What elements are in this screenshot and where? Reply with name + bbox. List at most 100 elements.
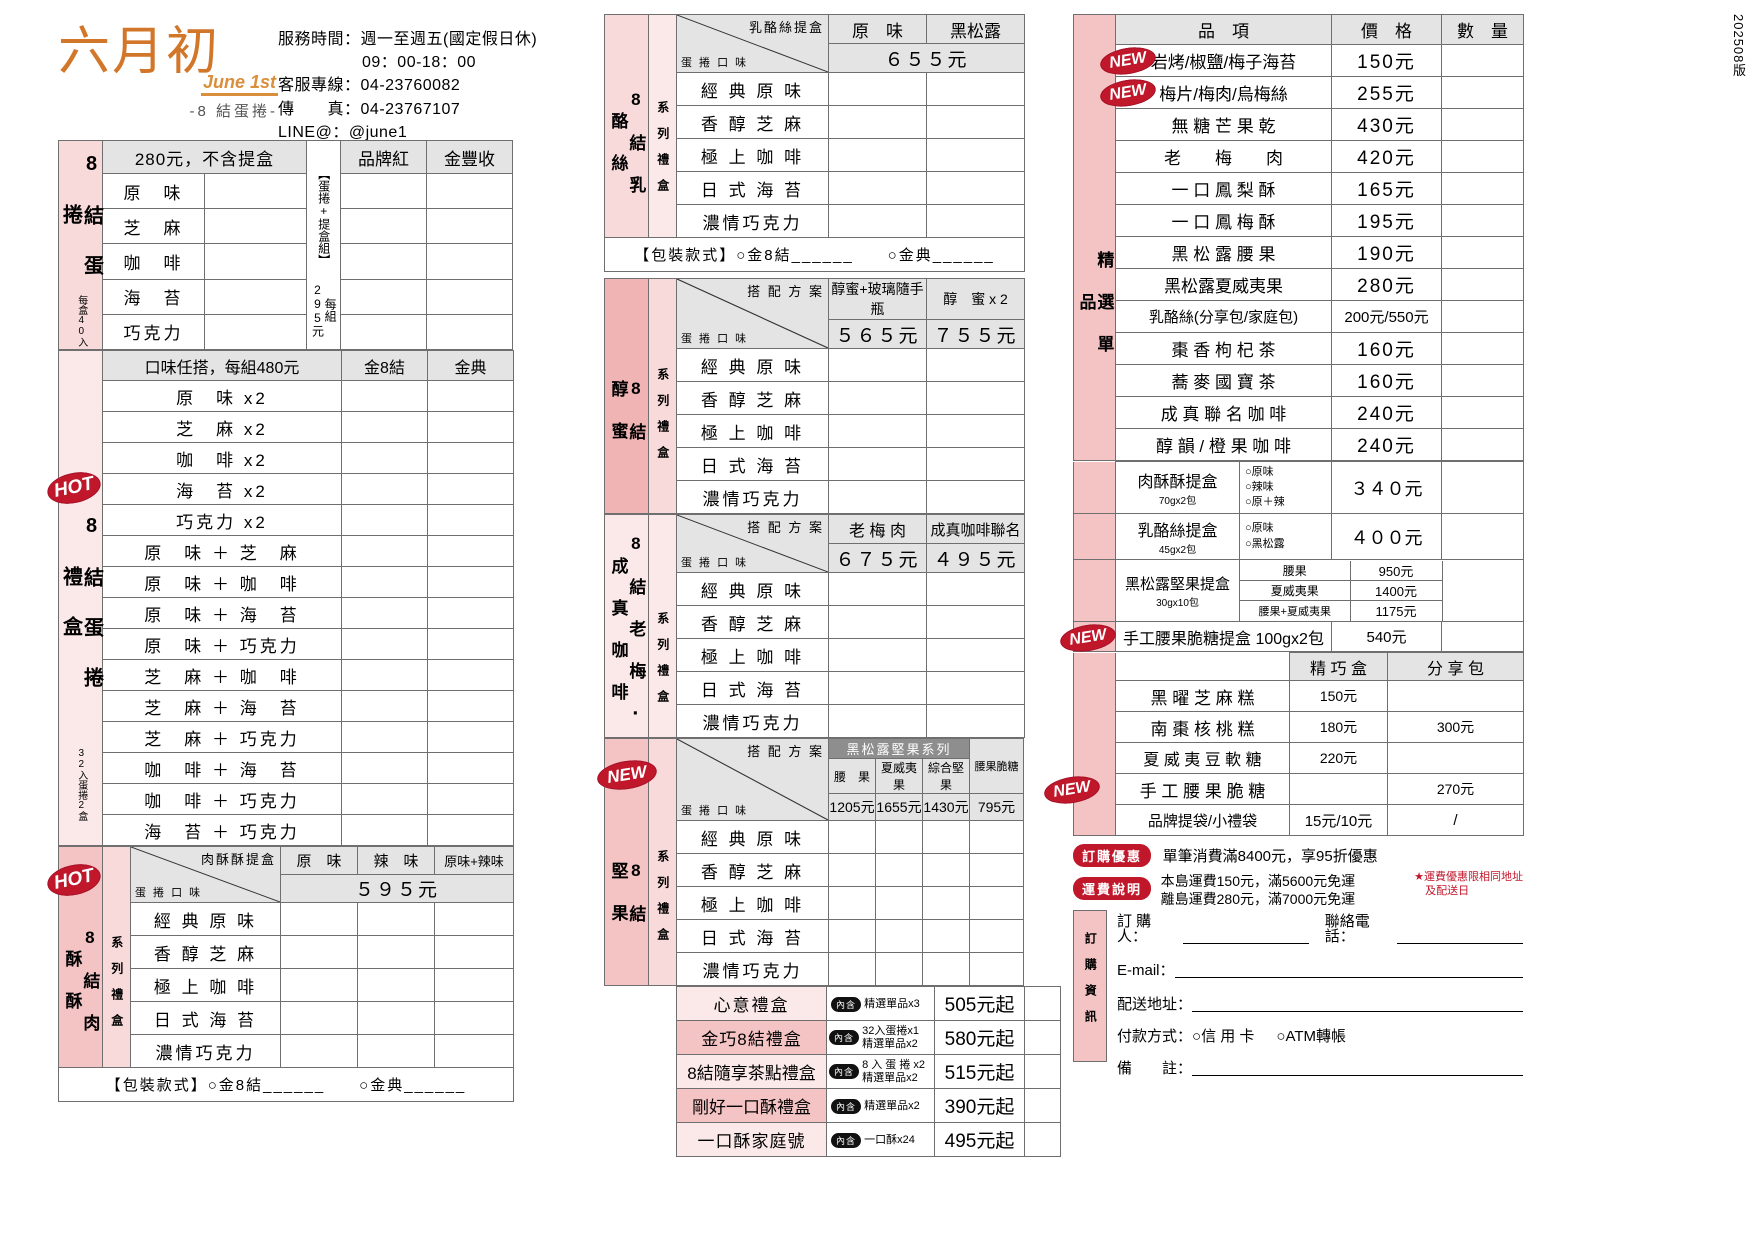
nuts-a-2[interactable] xyxy=(828,886,876,920)
plum-a-3[interactable] xyxy=(828,671,927,705)
giftbox-a-9[interactable] xyxy=(341,659,428,691)
pork-b-2[interactable] xyxy=(357,968,435,1002)
item-qty-4[interactable] xyxy=(1441,172,1524,205)
cheese-a-0[interactable] xyxy=(828,72,927,106)
pork-c-0[interactable] xyxy=(434,902,514,936)
option-1-opt-1[interactable]: ○黑松露 xyxy=(1245,537,1285,550)
honey-a-4[interactable] xyxy=(828,480,927,514)
item-qty-5[interactable] xyxy=(1441,204,1524,237)
item-qty-9[interactable] xyxy=(1441,332,1524,365)
pork-a-4[interactable] xyxy=(280,1034,358,1068)
order-email-input[interactable] xyxy=(1174,977,1523,978)
eggroll-gold-4[interactable] xyxy=(426,313,513,351)
honey-b-0[interactable] xyxy=(926,348,1025,382)
nuts-b-3[interactable] xyxy=(875,919,923,953)
eggroll-brand-red-4[interactable] xyxy=(340,313,427,351)
giftbox-a-5[interactable] xyxy=(341,535,428,567)
pork-a-3[interactable] xyxy=(280,1001,358,1035)
pork-b-4[interactable] xyxy=(357,1034,435,1068)
item-qty-7[interactable] xyxy=(1441,268,1524,301)
eggroll-qty-2[interactable] xyxy=(204,243,307,280)
item-qty-12[interactable] xyxy=(1441,428,1524,461)
giftbox-b-10[interactable] xyxy=(427,690,514,722)
giftbox-a-3[interactable] xyxy=(341,473,428,505)
eggroll-brand-red-2[interactable] xyxy=(340,243,427,280)
bundle-qty-0[interactable] xyxy=(1024,986,1061,1021)
pork-package-note[interactable]: 【包裝款式】○金8結______ ○金典______ xyxy=(58,1067,514,1102)
truffle-box-qty[interactable] xyxy=(1442,561,1524,621)
plum-a-1[interactable] xyxy=(828,605,927,639)
honey-b-1[interactable] xyxy=(926,381,1025,415)
nuts-b-4[interactable] xyxy=(875,952,923,986)
cheese-b-0[interactable] xyxy=(926,72,1025,106)
giftbox-b-1[interactable] xyxy=(427,411,514,443)
giftbox-a-1[interactable] xyxy=(341,411,428,443)
giftbox-b-14[interactable] xyxy=(427,814,514,846)
bundle-qty-2[interactable] xyxy=(1024,1054,1061,1089)
nuts-a-4[interactable] xyxy=(828,952,876,986)
pork-c-2[interactable] xyxy=(434,968,514,1002)
giftbox-a-8[interactable] xyxy=(341,628,428,660)
giftbox-a-13[interactable] xyxy=(341,783,428,815)
payment-option-credit[interactable]: ○信 用 卡 xyxy=(1192,1028,1255,1045)
plum-b-1[interactable] xyxy=(926,605,1025,639)
bundle-qty-1[interactable] xyxy=(1024,1020,1061,1055)
cheese-package-note[interactable]: 【包裝款式】○金8結______ ○金典______ xyxy=(604,237,1025,272)
cheese-a-3[interactable] xyxy=(828,171,927,205)
plum-a-0[interactable] xyxy=(828,572,927,606)
plum-a-4[interactable] xyxy=(828,704,927,738)
nuts-b-0[interactable] xyxy=(875,820,923,854)
cashew-candy-qty[interactable] xyxy=(1441,621,1524,652)
item-qty-3[interactable] xyxy=(1441,140,1524,173)
pork-b-0[interactable] xyxy=(357,902,435,936)
nuts-a-1[interactable] xyxy=(828,853,876,887)
nuts-c-2[interactable] xyxy=(922,886,970,920)
giftbox-b-6[interactable] xyxy=(427,566,514,598)
giftbox-a-11[interactable] xyxy=(341,721,428,753)
bundle-qty-3[interactable] xyxy=(1024,1088,1061,1123)
item-qty-0[interactable] xyxy=(1441,44,1524,77)
giftbox-b-4[interactable] xyxy=(427,504,514,536)
giftbox-b-7[interactable] xyxy=(427,597,514,629)
eggroll-qty-4[interactable] xyxy=(204,313,307,351)
giftbox-a-14[interactable] xyxy=(341,814,428,846)
pork-c-4[interactable] xyxy=(434,1034,514,1068)
option-item-qty-0[interactable] xyxy=(1441,461,1524,514)
plum-b-4[interactable] xyxy=(926,704,1025,738)
giftbox-a-6[interactable] xyxy=(341,566,428,598)
nuts-d-3[interactable] xyxy=(969,919,1024,953)
giftbox-b-12[interactable] xyxy=(427,752,514,784)
giftbox-b-2[interactable] xyxy=(427,442,514,474)
nuts-b-1[interactable] xyxy=(875,853,923,887)
payment-option-atm[interactable]: ○ATM轉帳 xyxy=(1276,1028,1347,1045)
eggroll-brand-red-1[interactable] xyxy=(340,208,427,245)
eggroll-brand-red-3[interactable] xyxy=(340,278,427,315)
nuts-d-1[interactable] xyxy=(969,853,1024,887)
giftbox-b-5[interactable] xyxy=(427,535,514,567)
honey-b-3[interactable] xyxy=(926,447,1025,481)
nuts-c-1[interactable] xyxy=(922,853,970,887)
honey-b-4[interactable] xyxy=(926,480,1025,514)
cheese-a-2[interactable] xyxy=(828,138,927,172)
eggroll-gold-1[interactable] xyxy=(426,208,513,245)
option-1-opt-0[interactable]: ○原味 xyxy=(1245,522,1274,535)
giftbox-b-11[interactable] xyxy=(427,721,514,753)
item-qty-10[interactable] xyxy=(1441,364,1524,397)
eggroll-gold-2[interactable] xyxy=(426,243,513,280)
item-qty-8[interactable] xyxy=(1441,300,1524,333)
pork-b-1[interactable] xyxy=(357,935,435,969)
bundle-qty-4[interactable] xyxy=(1024,1122,1061,1157)
cheese-b-1[interactable] xyxy=(926,105,1025,139)
cheese-a-1[interactable] xyxy=(828,105,927,139)
nuts-c-4[interactable] xyxy=(922,952,970,986)
eggroll-qty-0[interactable] xyxy=(204,172,307,210)
plum-b-0[interactable] xyxy=(926,572,1025,606)
plum-b-2[interactable] xyxy=(926,638,1025,672)
item-qty-11[interactable] xyxy=(1441,396,1524,429)
item-qty-6[interactable] xyxy=(1441,236,1524,269)
nuts-a-3[interactable] xyxy=(828,919,876,953)
eggroll-gold-0[interactable] xyxy=(426,172,513,210)
pork-a-1[interactable] xyxy=(280,935,358,969)
giftbox-b-13[interactable] xyxy=(427,783,514,815)
order-phone-input[interactable] xyxy=(1397,943,1523,944)
